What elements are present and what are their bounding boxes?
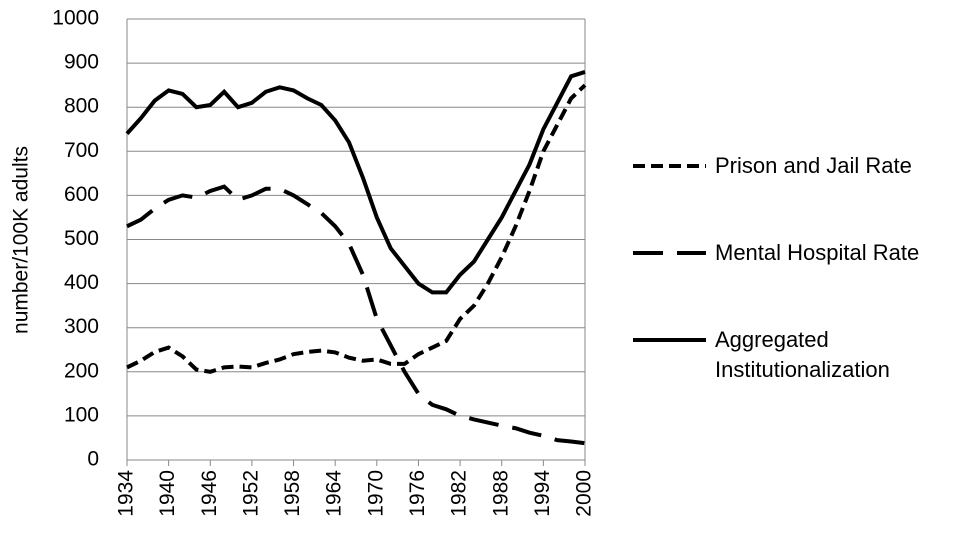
x-tick-label: 1970 [364,470,387,517]
y-tick-label: 1000 [52,7,99,30]
y-tick-label: 200 [64,359,99,382]
x-tick-label: 1982 [448,470,471,517]
line-series [126,184,586,446]
legend-label: Mental Hospital Rate [715,240,920,265]
x-tick-label: 1976 [406,470,429,517]
y-tick-label: 400 [64,271,99,294]
line-series [125,70,586,295]
x-tick-label: 1946 [198,470,221,517]
y-tick-label: 600 [64,183,99,206]
line-series [126,83,587,374]
y-tick-label: 0 [87,448,99,471]
x-tick-label: 1934 [115,470,138,517]
x-tick-label: 1964 [323,470,346,517]
y-tick-label: 800 [64,95,99,118]
x-tick-label: 1994 [531,470,554,517]
x-tick-label: 1940 [156,470,179,517]
legend-label: Aggregated Institutionalization [715,327,890,382]
x-tick-label: 1988 [489,470,512,517]
y-tick-label: 300 [64,315,99,338]
y-tick-label: 900 [64,51,99,74]
y-tick-label: 700 [64,139,99,162]
y-tick-label: 100 [64,403,99,426]
x-tick-label: 1958 [281,470,304,517]
y-axis-label: number/100K adults [10,146,33,334]
x-tick-label: 2000 [573,470,596,517]
x-tick-label: 1952 [239,470,262,517]
legend-label: Prison and Jail Rate [715,153,912,178]
y-tick-label: 500 [64,227,99,250]
